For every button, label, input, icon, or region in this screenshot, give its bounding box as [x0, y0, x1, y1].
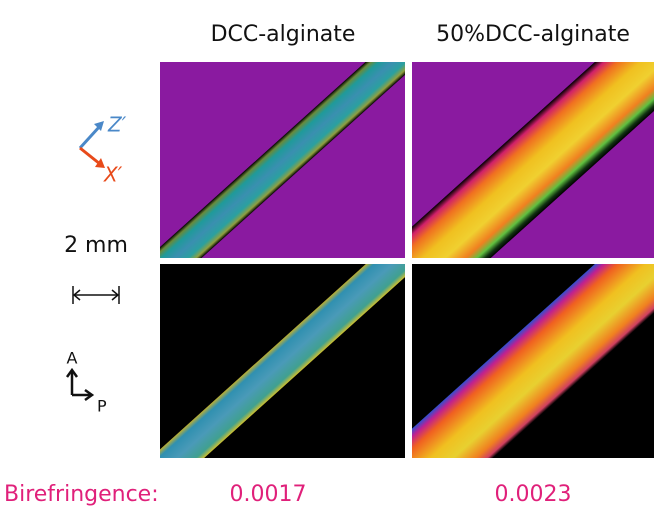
polarizer-label: P [97, 397, 107, 416]
axis-label: Z′ [107, 113, 127, 137]
column-header: DCC-alginate [211, 22, 356, 47]
micrograph [122, 14, 443, 308]
birefringence-label: Birefringence: [4, 482, 159, 507]
polarizer-label: A [67, 349, 78, 368]
column-header: 50%DCC-alginate [436, 22, 630, 47]
axis-label: X′ [103, 163, 123, 187]
birefringence-value: 0.0023 [495, 482, 572, 507]
birefringence-value: 0.0017 [230, 482, 307, 507]
scale-bar [73, 286, 119, 304]
scale-label: 2 mm [64, 233, 128, 258]
polarizer-icon [67, 370, 92, 400]
axis-icon [80, 121, 105, 168]
figure: DCC-alginate 50%DCC-alginate Z′ X′ 2 mm … [0, 0, 654, 521]
